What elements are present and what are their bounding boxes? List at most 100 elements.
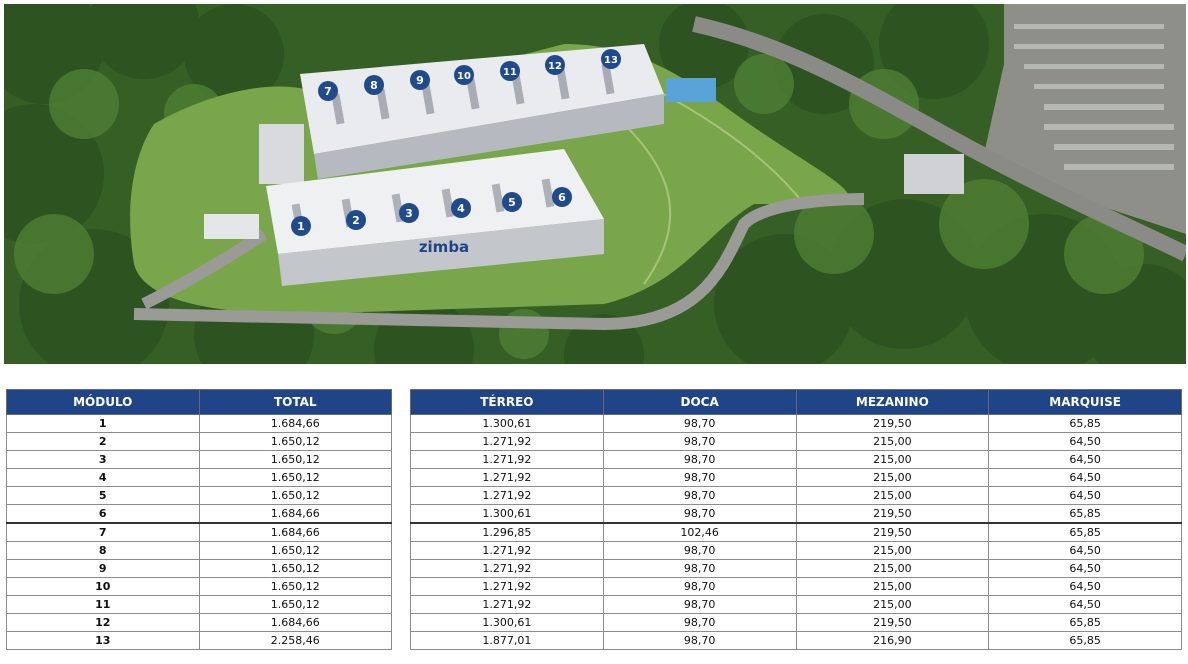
header-modulo: MÓDULO: [6, 389, 200, 415]
table-row: 1.300,61 98,70 219,50 65,85: [410, 613, 1182, 632]
cell-doca: 98,70: [602, 450, 797, 469]
cell-terreo: 1.300,61: [410, 414, 604, 433]
cell-mezanino: 219,50: [795, 522, 990, 542]
brand-logo: zimba: [419, 238, 469, 256]
cell-mezanino: 219,50: [795, 414, 990, 433]
table-row: 1.271,92 98,70 215,00 64,50: [410, 541, 1182, 560]
table-row: 12 1.684,66: [6, 613, 392, 632]
module-marker-12: 12: [545, 55, 565, 75]
cell-mezanino: 215,00: [795, 432, 990, 451]
table-row: 1.271,92 98,70 215,00 64,50: [410, 450, 1182, 469]
cell-marquise: 65,85: [988, 414, 1182, 433]
cell-mezanino: 215,00: [795, 541, 990, 560]
cell-modulo: 8: [6, 541, 200, 560]
cell-doca: 98,70: [602, 541, 797, 560]
cell-doca: 98,70: [602, 468, 797, 487]
cell-total: 1.684,66: [198, 504, 392, 524]
cell-total: 1.650,12: [198, 432, 392, 451]
cell-modulo: 13: [6, 631, 200, 650]
table-row: 1.300,61 98,70 219,50 65,85: [410, 504, 1182, 524]
svg-text:3: 3: [405, 207, 413, 220]
svg-text:6: 6: [558, 191, 566, 204]
header-terreo: TÉRREO: [410, 389, 604, 415]
table-row: 1.296,85 102,46 219,50 65,85: [410, 522, 1182, 542]
module-marker-4: 4: [451, 198, 471, 218]
cell-terreo: 1.271,92: [410, 468, 604, 487]
cell-modulo: 5: [6, 486, 200, 505]
cell-mezanino: 216,90: [795, 631, 990, 650]
table-row: 11 1.650,12: [6, 595, 392, 614]
table-row: 8 1.650,12: [6, 541, 392, 560]
cell-modulo: 11: [6, 595, 200, 614]
module-marker-2: 2: [346, 210, 366, 230]
module-marker-1: 1: [291, 216, 311, 236]
cell-terreo: 1.296,85: [410, 522, 604, 542]
table-row: 1.271,92 98,70 215,00 64,50: [410, 432, 1182, 451]
cell-doca: 98,70: [602, 631, 797, 650]
cell-mezanino: 215,00: [795, 468, 990, 487]
cell-modulo: 6: [6, 504, 200, 524]
cell-doca: 98,70: [602, 414, 797, 433]
cell-modulo: 4: [6, 468, 200, 487]
cell-marquise: 64,50: [988, 432, 1182, 451]
cell-terreo: 1.271,92: [410, 541, 604, 560]
table-row: 3 1.650,12: [6, 450, 392, 469]
cell-total: 1.650,12: [198, 450, 392, 469]
cell-marquise: 65,85: [988, 631, 1182, 650]
cell-marquise: 65,85: [988, 504, 1182, 524]
table-row: 1.271,92 98,70 215,00 64,50: [410, 595, 1182, 614]
svg-text:11: 11: [503, 67, 517, 78]
cell-terreo: 1.271,92: [410, 595, 604, 614]
cell-total: 1.650,12: [198, 577, 392, 596]
area-breakdown-table: TÉRREO DOCA MEZANINO MARQUISE 1.300,61 98…: [410, 389, 1182, 650]
cell-terreo: 1.300,61: [410, 504, 604, 524]
cell-total: 2.258,46: [198, 631, 392, 650]
table-row: 10 1.650,12: [6, 577, 392, 596]
cell-marquise: 64,50: [988, 559, 1182, 578]
svg-text:5: 5: [508, 196, 516, 209]
table-row: 1.271,92 98,70 215,00 64,50: [410, 486, 1182, 505]
svg-text:1: 1: [297, 220, 305, 233]
table-row: 1.877,01 98,70 216,90 65,85: [410, 631, 1182, 650]
cell-total: 1.650,12: [198, 486, 392, 505]
cell-total: 1.650,12: [198, 468, 392, 487]
table-row: 4 1.650,12: [6, 468, 392, 487]
cell-doca: 98,70: [602, 432, 797, 451]
cell-doca: 98,70: [602, 613, 797, 632]
cell-marquise: 65,85: [988, 522, 1182, 542]
cell-marquise: 65,85: [988, 613, 1182, 632]
cell-marquise: 64,50: [988, 577, 1182, 596]
cell-doca: 98,70: [602, 504, 797, 524]
table-row: 1.271,92 98,70 215,00 64,50: [410, 577, 1182, 596]
svg-text:12: 12: [548, 61, 562, 72]
cell-mezanino: 215,00: [795, 595, 990, 614]
cell-marquise: 64,50: [988, 486, 1182, 505]
header-doca: DOCA: [602, 389, 797, 415]
cell-marquise: 64,50: [988, 541, 1182, 560]
cell-modulo: 10: [6, 577, 200, 596]
header-mezanino: MEZANINO: [795, 389, 990, 415]
cell-terreo: 1.271,92: [410, 486, 604, 505]
cell-doca: 98,70: [602, 559, 797, 578]
svg-text:4: 4: [457, 202, 465, 215]
table-row: 13 2.258,46: [6, 631, 392, 650]
cell-total: 1.684,66: [198, 522, 392, 542]
module-marker-8: 8: [364, 75, 384, 95]
svg-text:13: 13: [604, 55, 618, 66]
cell-total: 1.684,66: [198, 613, 392, 632]
cell-total: 1.650,12: [198, 541, 392, 560]
cell-total: 1.650,12: [198, 559, 392, 578]
cell-modulo: 12: [6, 613, 200, 632]
cell-mezanino: 219,50: [795, 504, 990, 524]
table-row: 1.271,92 98,70 215,00 64,50: [410, 468, 1182, 487]
cell-mezanino: 215,00: [795, 577, 990, 596]
cell-terreo: 1.271,92: [410, 559, 604, 578]
table-row: 9 1.650,12: [6, 559, 392, 578]
cell-doca: 98,70: [602, 595, 797, 614]
cell-doca: 98,70: [602, 577, 797, 596]
cell-marquise: 64,50: [988, 468, 1182, 487]
module-marker-3: 3: [399, 203, 419, 223]
module-marker-5: 5: [502, 192, 522, 212]
module-marker-9: 9: [410, 70, 430, 90]
cell-terreo: 1.271,92: [410, 577, 604, 596]
